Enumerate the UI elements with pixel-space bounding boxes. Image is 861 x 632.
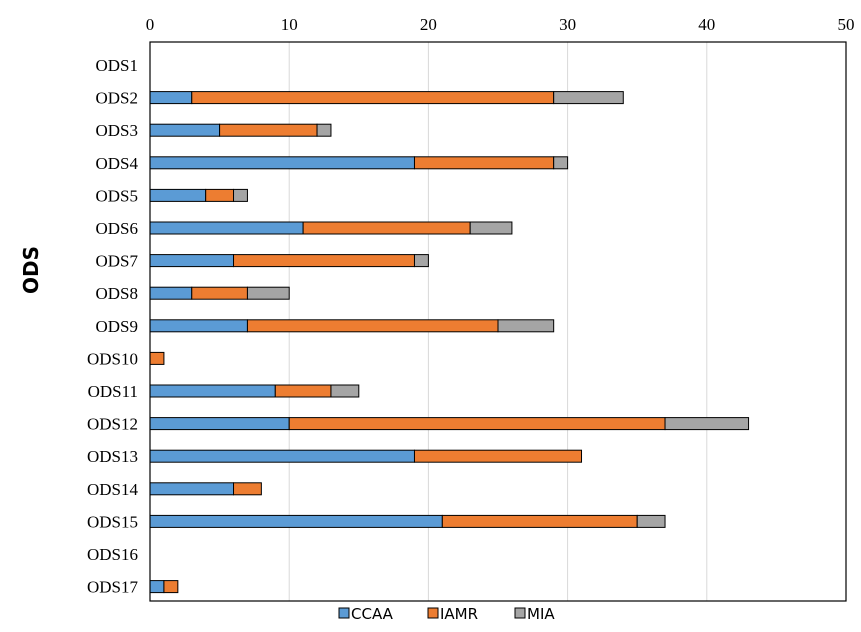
legend-label-ccaa: CCAA	[351, 605, 394, 623]
bar-segment-mia	[469, 221, 513, 235]
bar-segment-mia	[553, 156, 569, 170]
bars	[149, 91, 750, 594]
bar-segment-ccaa	[149, 449, 415, 463]
category-label: ODS8	[95, 284, 138, 303]
bar-segment-ccaa	[149, 319, 248, 333]
category-label: ODS14	[87, 480, 139, 499]
bar-segment-mia	[664, 417, 750, 431]
x-tick-label: 50	[838, 15, 855, 34]
bar-segment-mia	[246, 286, 290, 300]
bar-segment-ccaa	[149, 384, 276, 398]
plot-area-border	[149, 41, 847, 602]
bar-segment-mia	[497, 319, 555, 333]
bar-segment-iamr	[233, 254, 415, 268]
category-label: ODS6	[95, 219, 138, 238]
bar-segment-mia	[233, 188, 248, 202]
bar-segment-ccaa	[149, 580, 165, 594]
bar-segment-iamr	[441, 514, 638, 528]
bar-segment-mia	[316, 123, 332, 137]
x-tick-label: 0	[146, 15, 155, 34]
bar-segment-ccaa	[149, 188, 207, 202]
category-label: ODS5	[95, 186, 138, 205]
bar-segment-iamr	[149, 351, 165, 365]
category-labels: ODS1 ODS2 ODS3 ODS4 ODS5 ODS6 ODS7 ODS8 ODS9 ODS1…	[87, 56, 139, 597]
bar-segment-iamr	[191, 91, 555, 105]
bar-segment-ccaa	[149, 254, 235, 268]
legend-swatch-ccaa	[338, 607, 350, 619]
bar-segment-ccaa	[149, 91, 193, 105]
bar-segment-ccaa	[149, 156, 415, 170]
bar-segment-iamr	[191, 286, 248, 300]
legend-swatch-mia	[514, 607, 526, 619]
bar-segment-iamr	[246, 319, 499, 333]
legend-swatch-iamr	[427, 607, 439, 619]
bar-segment-iamr	[274, 384, 332, 398]
bar-segment-iamr	[413, 449, 583, 463]
bar-segment-iamr	[219, 123, 318, 137]
category-label: ODS3	[95, 121, 138, 140]
category-label: ODS13	[87, 447, 138, 466]
category-label: ODS10	[87, 349, 138, 368]
legend: CCAA IAMR MIA	[338, 605, 555, 623]
category-label: ODS12	[87, 415, 138, 434]
bar-segment-ccaa	[149, 221, 304, 235]
x-tick-label: 10	[281, 15, 298, 34]
category-label: ODS9	[95, 317, 138, 336]
bar-segment-mia	[553, 91, 624, 105]
bar-segment-iamr	[302, 221, 471, 235]
category-label: ODS1	[95, 56, 138, 75]
legend-label-mia: MIA	[527, 605, 555, 623]
bar-segment-ccaa	[149, 417, 290, 431]
y-axis-label: ODS	[19, 246, 43, 294]
bar-segment-iamr	[205, 188, 235, 202]
category-label: ODS7	[95, 252, 138, 271]
bar-segment-ccaa	[149, 514, 443, 528]
category-label: ODS2	[95, 89, 138, 108]
bar-segment-mia	[636, 514, 666, 528]
bar-segment-mia	[330, 384, 360, 398]
category-label: ODS4	[95, 154, 138, 173]
bar-segment-iamr	[413, 156, 555, 170]
x-tick-label: 30	[559, 15, 576, 34]
bar-segment-mia	[413, 254, 429, 268]
legend-label-iamr: IAMR	[440, 605, 478, 623]
bar-segment-iamr	[288, 417, 666, 431]
x-tick-label: 20	[420, 15, 437, 34]
bar-segment-ccaa	[149, 482, 235, 496]
bar-segment-ccaa	[149, 123, 221, 137]
category-label: ODS11	[88, 382, 138, 401]
x-axis-tick-labels: 0 10 20 30 40 50	[146, 15, 855, 34]
category-label: ODS16	[87, 545, 138, 564]
x-tick-label: 40	[698, 15, 715, 34]
category-label: ODS17	[87, 578, 139, 597]
bar-segment-iamr	[233, 482, 262, 496]
bar-segment-ccaa	[149, 286, 193, 300]
bar-segment-iamr	[163, 580, 179, 594]
category-label: ODS15	[87, 512, 138, 531]
